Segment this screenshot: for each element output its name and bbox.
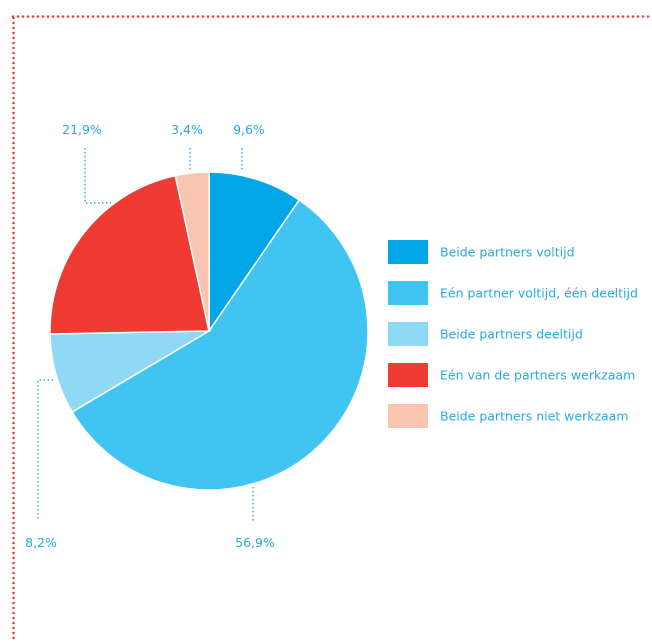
value-label-een-van-de-partners-werkzaam: 21,9%: [62, 122, 102, 137]
leader-line-een-van-de-partners-werkzaam: [84, 148, 111, 204]
pie-slice-beide-partners-niet-werkzaam: [174, 171, 210, 332]
pie-slice-een-partner-voltijd-een-deeltijd: [71, 199, 369, 491]
legend-swatch: [388, 281, 428, 305]
legend-label: Eén van de partners werkzaam: [440, 368, 635, 383]
legend-item-een-partner-voltijd-een-deeltijd: Eén partner voltijd, één deeltijd: [388, 281, 638, 305]
value-label-een-partner-voltijd-een-deeltijd: 56,9%: [235, 535, 275, 550]
legend-swatch: [388, 363, 428, 387]
value-label-beide-partners-niet-werkzaam: 3,4%: [171, 122, 203, 137]
legend-item-beide-partners-deeltijd: Beide partners deeltijd: [388, 322, 583, 346]
value-labels: 9,6% 56,9% 8,2% 21,9% 3,4%: [25, 122, 275, 550]
pie-slice-een-van-de-partners-werkzaam: [49, 174, 210, 335]
legend-swatch: [388, 322, 428, 346]
legend-label: Beide partners deeltijd: [440, 327, 583, 342]
legend-item-een-van-de-partners-werkzaam: Eén van de partners werkzaam: [388, 363, 635, 387]
legend-item-beide-partners-niet-werkzaam: Beide partners niet werkzaam: [388, 404, 629, 428]
value-label-beide-partners-voltijd: 9,6%: [233, 122, 265, 137]
leader-lines: [37, 148, 254, 523]
legend-label: Eén partner voltijd, één deeltijd: [440, 286, 638, 301]
frame-border: [11, 15, 652, 643]
legend-label: Beide partners niet werkzaam: [440, 409, 629, 424]
legend: Beide partners voltijd Eén partner voltij…: [388, 240, 638, 428]
value-label-beide-partners-deeltijd: 8,2%: [25, 535, 57, 550]
pie-slices: [49, 171, 369, 491]
legend-swatch: [388, 404, 428, 428]
pie-slice-beide-partners-voltijd: [208, 171, 301, 334]
legend-swatch: [388, 240, 428, 264]
legend-item-beide-partners-voltijd: Beide partners voltijd: [388, 240, 575, 264]
leader-line-beide-partners-deeltijd: [37, 379, 53, 520]
legend-label: Beide partners voltijd: [440, 245, 575, 260]
